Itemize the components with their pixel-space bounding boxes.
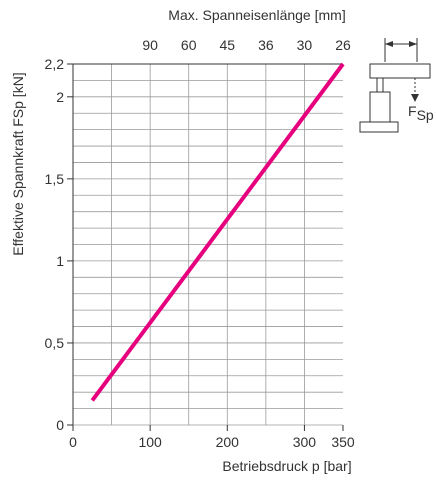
x-tick-label: 350 xyxy=(331,434,355,450)
series-line xyxy=(90,62,345,402)
top-tick-label: 26 xyxy=(335,37,351,53)
y-tick-label: 2 xyxy=(56,89,64,105)
top-tick-label: 36 xyxy=(258,37,274,53)
y-tick-label: 0 xyxy=(56,417,64,433)
top-tick-label: 45 xyxy=(219,37,235,53)
x-tick-label: 0 xyxy=(69,434,77,450)
dimension-arrowhead-left xyxy=(385,41,393,47)
x-tick-label: 200 xyxy=(216,434,240,450)
clamp-diagram xyxy=(359,38,431,133)
x-tick-label: 300 xyxy=(293,434,317,450)
x-axis-title: Betriebsdruck p [bar] xyxy=(222,458,351,474)
top-tick-label: 30 xyxy=(297,37,313,53)
plot-frame xyxy=(67,63,343,431)
dimension-arrowhead-right xyxy=(409,41,417,47)
x-tick-label: 100 xyxy=(138,434,162,450)
clamp-arm xyxy=(369,63,431,79)
y-axis-title: Effektive Spannkraft FSp [kN] xyxy=(10,72,26,255)
y-tick-label: 0,5 xyxy=(45,335,65,351)
x-axis-ticks: 0 100 200 300 350 xyxy=(69,425,355,450)
y-tick-label: 2,2 xyxy=(45,56,65,72)
top-axis-title: Max. Spanneisenlänge [mm] xyxy=(168,7,345,23)
top-axis-ticks: 90 60 45 36 30 26 xyxy=(142,37,351,53)
top-tick-label: 90 xyxy=(142,37,158,53)
top-tick-label: 60 xyxy=(181,37,197,53)
y-axis-ticks: 0 0,5 1 1,5 2 2,2 xyxy=(45,56,73,433)
grid xyxy=(73,64,343,425)
cylinder-body xyxy=(369,91,391,123)
series xyxy=(90,62,345,402)
y-tick-label: 1,5 xyxy=(45,171,65,187)
y-tick-label: 1 xyxy=(56,253,64,269)
force-label: FSp xyxy=(408,103,434,123)
cylinder-base xyxy=(359,121,399,133)
force-arrowhead xyxy=(411,94,419,102)
